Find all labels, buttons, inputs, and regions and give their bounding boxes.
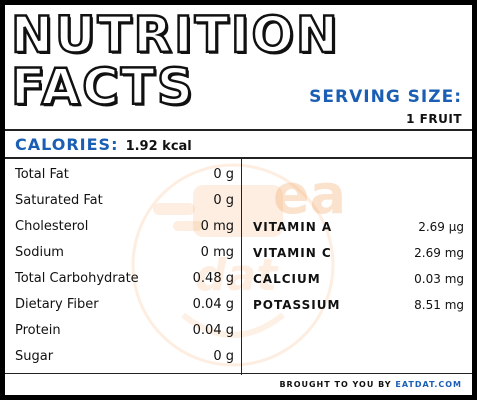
vitamin-value: 0.03 mg [414, 272, 464, 286]
footer-prefix: BROUGHT TO YOU BY [279, 380, 396, 389]
nutrition-facts-card: eat dat NUTRITION FACTS SERVING SIZE: 1 … [5, 5, 472, 395]
nutrient-value: 0 mg [200, 219, 234, 234]
footer-brand-link[interactable]: EATDAT.COM [395, 380, 462, 389]
nutrient-name: Saturated Fat [15, 193, 103, 208]
nutrient-name: Cholesterol [15, 219, 89, 234]
nutrient-row: Total Carbohydrate 0.48 g [15, 269, 234, 289]
title-facts: FACTS [10, 58, 195, 116]
nutrient-value: 0.48 g [192, 271, 234, 286]
nutrient-value: 0.04 g [192, 323, 234, 338]
vitamin-row: POTASSIUM 8.51 mg [253, 295, 464, 315]
vitamin-name: VITAMIN C [253, 246, 332, 260]
vitamin-row: VITAMIN A 2.69 µg [253, 217, 464, 237]
vitamin-value: 2.69 µg [418, 220, 464, 234]
serving-size-value: 1 FRUIT [406, 112, 462, 126]
vitamin-name: POTASSIUM [253, 298, 341, 312]
vitamin-name: CALCIUM [253, 272, 321, 286]
nutrient-value: 0 g [213, 349, 234, 364]
vitamin-value: 2.69 mg [414, 246, 464, 260]
nutrient-row: Sodium 0 mg [15, 243, 234, 263]
nutrient-row: Dietary Fiber 0.04 g [15, 295, 234, 315]
nutrient-name: Sugar [15, 349, 54, 364]
divider-top [5, 129, 472, 131]
nutrient-value: 0 g [213, 167, 234, 182]
nutrient-name: Sodium [15, 245, 64, 260]
nutrient-row: Saturated Fat 0 g [15, 191, 234, 211]
nutrient-row: Protein 0.04 g [15, 321, 234, 341]
calories-label: CALORIES: [15, 135, 119, 154]
footer-credit: BROUGHT TO YOU BY EATDAT.COM [279, 380, 462, 389]
watermark-text-dat: dat [195, 250, 279, 301]
nutrient-name: Total Carbohydrate [15, 271, 139, 286]
column-divider [241, 159, 242, 375]
nutrient-name: Protein [15, 323, 61, 338]
vitamin-value: 8.51 mg [414, 298, 464, 312]
calories-row: CALORIES: 1.92 kcal [15, 135, 192, 154]
serving-size-label: SERVING SIZE: [309, 87, 462, 107]
nutrient-value: 0.04 g [192, 297, 234, 312]
nutrient-name: Total Fat [15, 167, 69, 182]
nutrient-row: Sugar 0 g [15, 347, 234, 367]
vitamin-row: CALCIUM 0.03 mg [253, 269, 464, 289]
nutrient-row: Cholesterol 0 mg [15, 217, 234, 237]
watermark-text-eat: eat [273, 163, 343, 226]
nutrient-name: Dietary Fiber [15, 297, 99, 312]
title-nutrition: NUTRITION [10, 6, 340, 64]
calories-value: 1.92 kcal [125, 139, 192, 154]
nutrient-value: 0 g [213, 193, 234, 208]
nutrient-row: Total Fat 0 g [15, 165, 234, 185]
eatdat-logo-watermark: eat dat [131, 163, 343, 367]
divider-bottom [5, 373, 472, 374]
vitamin-row: VITAMIN C 2.69 mg [253, 243, 464, 263]
nutrient-value: 0 mg [200, 245, 234, 260]
divider-calories [5, 157, 472, 159]
vitamin-name: VITAMIN A [253, 220, 333, 234]
